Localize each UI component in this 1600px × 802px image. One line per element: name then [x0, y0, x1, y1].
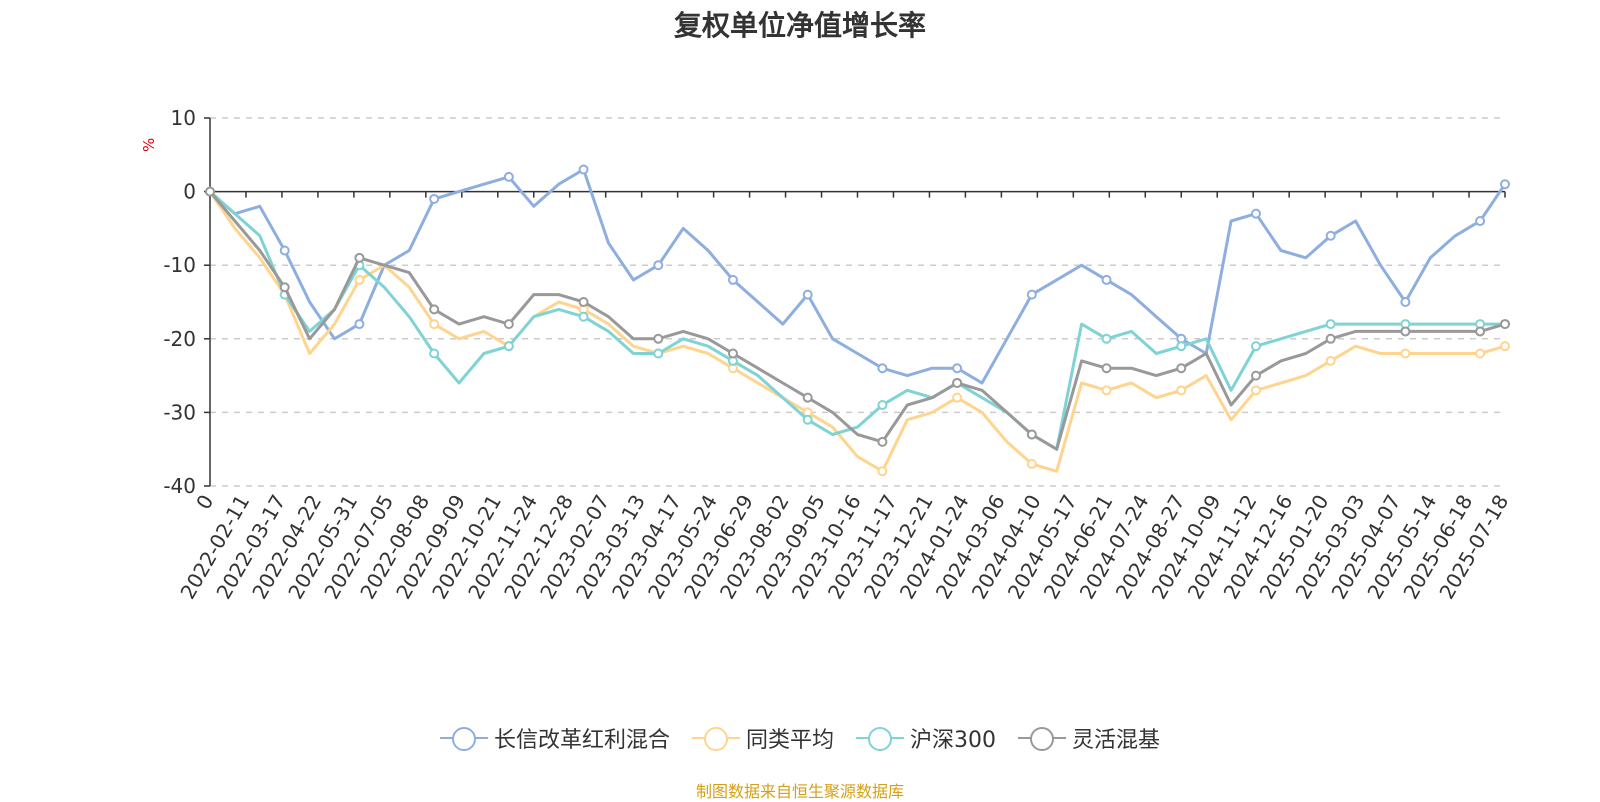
series-point	[1325, 333, 1336, 344]
series-point	[1400, 348, 1411, 359]
legend-marker-icon	[1018, 727, 1066, 751]
series-point	[1250, 208, 1261, 219]
series-point	[877, 400, 888, 411]
series-point	[429, 193, 440, 204]
series-point	[1176, 341, 1187, 352]
series-point	[429, 348, 440, 359]
series-point	[1400, 297, 1411, 307]
series-point	[952, 392, 963, 403]
series-point	[1250, 370, 1261, 381]
y-tick-label: 0	[183, 180, 196, 204]
series-point	[1176, 363, 1187, 374]
series-point	[205, 186, 215, 197]
series-point	[1475, 216, 1486, 227]
y-tick-label: -40	[163, 474, 196, 498]
chart-title: 复权单位净值增长率	[673, 9, 926, 42]
series-point	[429, 304, 440, 315]
y-tick-label: -10	[163, 253, 196, 277]
series-point	[503, 171, 514, 182]
legend-marker-icon	[439, 727, 488, 751]
legend-label: 同类平均	[745, 728, 834, 753]
series-point	[354, 252, 365, 263]
series-line-2	[209, 190, 1505, 451]
series-point	[877, 436, 888, 447]
series-point	[279, 245, 290, 256]
series-point	[653, 348, 664, 359]
series-point	[1500, 319, 1510, 330]
legend-label: 长信改革红利混合	[493, 728, 670, 753]
series-point	[1500, 179, 1510, 190]
legend-label: 沪深300	[910, 728, 996, 753]
series-point	[1101, 385, 1112, 396]
data-source-note: 制图数据来自恒生聚源数据库	[695, 782, 904, 801]
series-point	[578, 297, 589, 307]
series-point	[503, 319, 514, 330]
series-point	[1026, 289, 1037, 300]
series-point	[1325, 319, 1336, 330]
series-point	[578, 311, 589, 322]
legend-marker-icon	[856, 727, 904, 751]
series-point	[279, 282, 290, 293]
series-point	[1325, 355, 1336, 366]
legend-item-1[interactable]: 同类平均	[691, 722, 834, 754]
series-point	[1325, 230, 1336, 241]
series-point	[653, 333, 664, 344]
y-tick-label: -20	[163, 327, 196, 351]
series-point	[802, 289, 813, 300]
series-point	[727, 348, 738, 359]
series-point	[952, 377, 963, 388]
series-line-1	[208, 190, 1506, 473]
legend-label: 灵活混基	[1072, 728, 1161, 753]
x-tick-label: 0	[191, 491, 218, 514]
legend-item-3[interactable]: 灵活混基	[1018, 722, 1160, 754]
series-line-0	[209, 168, 1507, 385]
series-point	[1101, 333, 1112, 344]
series-point	[877, 363, 888, 374]
series-point	[429, 319, 440, 330]
series-point	[1475, 326, 1486, 337]
series-point	[877, 466, 888, 477]
series-point	[503, 341, 514, 352]
series-point	[1250, 385, 1261, 396]
series-point	[1176, 385, 1187, 396]
series-line-3	[208, 190, 1506, 451]
series-point	[1026, 429, 1037, 440]
legend-item-2[interactable]: 沪深300	[856, 722, 996, 754]
series-point	[653, 260, 664, 271]
series-point	[1250, 341, 1261, 352]
series-point	[727, 274, 738, 285]
series-point	[952, 363, 963, 374]
series-point	[802, 392, 813, 403]
legend-item-0[interactable]: 长信改革红利混合	[439, 722, 670, 754]
series-point	[1101, 274, 1112, 285]
legend-marker-icon	[691, 727, 740, 751]
series-point	[1500, 341, 1510, 352]
series-point	[1475, 348, 1486, 359]
series-point	[354, 274, 365, 285]
y-tick-label: -30	[163, 400, 196, 424]
series-point	[802, 414, 813, 425]
y-tick-label: 10	[171, 106, 196, 130]
series-point	[1400, 326, 1411, 337]
series-point	[1101, 363, 1112, 374]
series-point	[354, 319, 365, 330]
series-point	[1026, 458, 1037, 469]
series-point	[578, 164, 589, 175]
chart-legend: 长信改革红利混合 同类平均 沪深300 灵活混基	[0, 722, 1600, 754]
